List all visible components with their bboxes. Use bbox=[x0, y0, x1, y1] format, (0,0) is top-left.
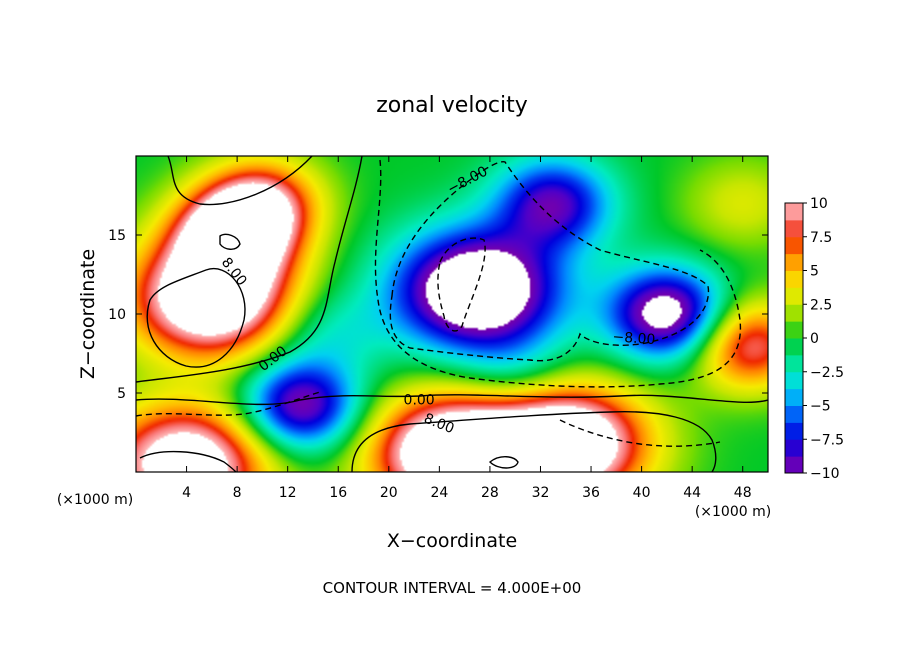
contour-interval-note: CONTOUR INTERVAL = 4.000E+00 bbox=[323, 579, 582, 597]
colorbar-tick-label: 2.5 bbox=[810, 297, 832, 313]
colorbar-band bbox=[785, 270, 803, 288]
contour-minus4-ring bbox=[374, 159, 742, 388]
colorbar-band bbox=[785, 439, 803, 457]
contour-zero-lower bbox=[136, 394, 768, 406]
x-axis-label: X−coordinate bbox=[387, 530, 517, 552]
colorbar-ticks: 10 7.5 5 2.5 0 −2.5 −5 −7.5 −10 bbox=[803, 196, 844, 482]
y-tick-label: 15 bbox=[108, 228, 126, 244]
contour-zero-upper-left bbox=[167, 156, 313, 206]
contour-plus8-left bbox=[146, 267, 246, 368]
contour-lines bbox=[136, 156, 768, 472]
x-tick-label: 20 bbox=[380, 485, 398, 501]
colorbar-tick-label: −7.5 bbox=[810, 432, 844, 448]
colorbar-band bbox=[785, 422, 803, 440]
x-tick-label: 28 bbox=[481, 485, 499, 501]
negative-contours bbox=[136, 159, 742, 447]
colorbar-band bbox=[785, 354, 803, 373]
contour-plus8-corner bbox=[139, 450, 237, 472]
x-tick-label: 4 bbox=[182, 485, 191, 501]
x-tick-label: 36 bbox=[582, 485, 600, 501]
colorbar-tick-label: −10 bbox=[810, 466, 840, 482]
colorbar-band bbox=[785, 388, 803, 406]
contour-minus4-lower-right bbox=[559, 419, 721, 447]
y-axis-label: Z−coordinate bbox=[77, 249, 99, 379]
colorbar-band bbox=[785, 203, 803, 221]
contour-label: 0.00 bbox=[404, 392, 435, 408]
y-tick-label: 10 bbox=[108, 307, 126, 323]
colorbar-tick-label: 0 bbox=[810, 331, 819, 347]
colorbar-tick-label: −2.5 bbox=[810, 365, 844, 381]
colorbar: 10 7.5 5 2.5 0 −2.5 −5 −7.5 −10 bbox=[784, 196, 844, 482]
colorbar-band bbox=[785, 456, 803, 474]
colorbar-band bbox=[785, 304, 803, 322]
contour-label-text: −8.00 bbox=[612, 329, 656, 348]
colorbar-band bbox=[785, 371, 803, 390]
contour-minus4-lowleft bbox=[136, 391, 321, 417]
x-axis-ticks: 4 8 12 16 20 24 28 32 36 40 44 48 bbox=[182, 156, 752, 501]
contour-minus8-inner bbox=[437, 237, 486, 332]
x-tick-label: 32 bbox=[532, 485, 550, 501]
velocity-field bbox=[136, 156, 768, 472]
chart-title: zonal velocity bbox=[376, 93, 528, 118]
colorbar-band bbox=[785, 287, 803, 305]
contour-plus8-small bbox=[488, 456, 519, 469]
contour-label-text: 0.00 bbox=[404, 392, 435, 408]
x-tick-label: 48 bbox=[734, 485, 752, 501]
colorbar-tick-label: 7.5 bbox=[810, 230, 832, 246]
colorbar-band bbox=[785, 405, 803, 423]
x-tick-label: 44 bbox=[683, 485, 701, 501]
colorbar-tick-label: −5 bbox=[810, 399, 831, 415]
x-tick-label: 12 bbox=[279, 485, 297, 501]
x-units-right: (×1000 m) bbox=[695, 504, 771, 520]
x-units-left: (×1000 m) bbox=[57, 492, 133, 508]
colorbar-band bbox=[785, 338, 803, 356]
colorbar-band bbox=[785, 253, 803, 271]
colorbar-band bbox=[785, 321, 803, 339]
colorbar-tick-label: 10 bbox=[810, 196, 828, 212]
x-tick-label: 40 bbox=[633, 485, 651, 501]
contour-plus8-bottom bbox=[351, 411, 717, 472]
colorbar-band bbox=[785, 236, 803, 255]
x-tick-label: 24 bbox=[430, 485, 448, 501]
contour-plus8-upper bbox=[219, 233, 241, 250]
contour-minus8-main bbox=[389, 161, 710, 362]
x-tick-label: 16 bbox=[329, 485, 347, 501]
colorbar-band bbox=[785, 219, 803, 238]
y-tick-label: 5 bbox=[117, 386, 126, 402]
y-axis-ticks: 5 10 15 bbox=[108, 228, 768, 402]
contour-zero-left bbox=[136, 156, 363, 383]
contour-label: −8.00 bbox=[612, 329, 656, 348]
plot-area: 0.000.008.008.00−8.00−8.00 4 8 12 16 20 24 28 3… bbox=[108, 155, 769, 501]
colorbar-bands bbox=[785, 203, 803, 474]
x-tick-label: 8 bbox=[233, 485, 242, 501]
colorbar-tick-label: 5 bbox=[810, 264, 819, 280]
